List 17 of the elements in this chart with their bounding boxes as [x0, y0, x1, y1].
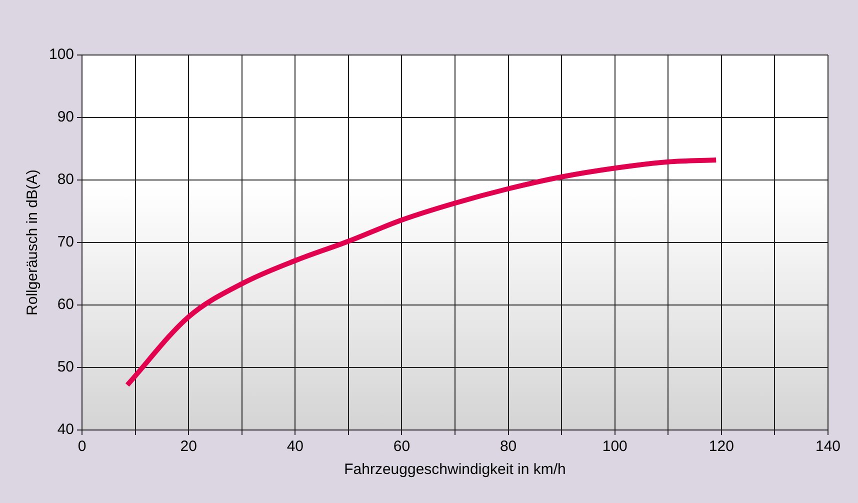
x-tick-label: 140 [815, 438, 841, 456]
y-tick-label: 90 [57, 108, 74, 126]
x-tick-label: 100 [602, 438, 628, 456]
y-tick-label: 70 [57, 234, 74, 251]
x-tick-label: 20 [180, 438, 197, 456]
y-tick-label: 100 [48, 46, 74, 64]
x-tick-label: 0 [78, 438, 86, 456]
y-tick-label: 80 [57, 171, 74, 188]
y-tick-label: 40 [57, 421, 74, 438]
y-axis-title: Rollgeräusch in dB(A) [24, 170, 42, 316]
x-tick-label: 40 [286, 438, 304, 456]
x-tick-label: 60 [393, 438, 410, 456]
x-tick-label: 120 [708, 438, 734, 456]
x-axis-title: Fahrzeuggeschwindigkeit in km/h [344, 461, 566, 478]
y-tick-label: 50 [57, 358, 74, 376]
x-tick-label: 80 [500, 438, 517, 456]
y-tick-label: 60 [57, 296, 74, 314]
